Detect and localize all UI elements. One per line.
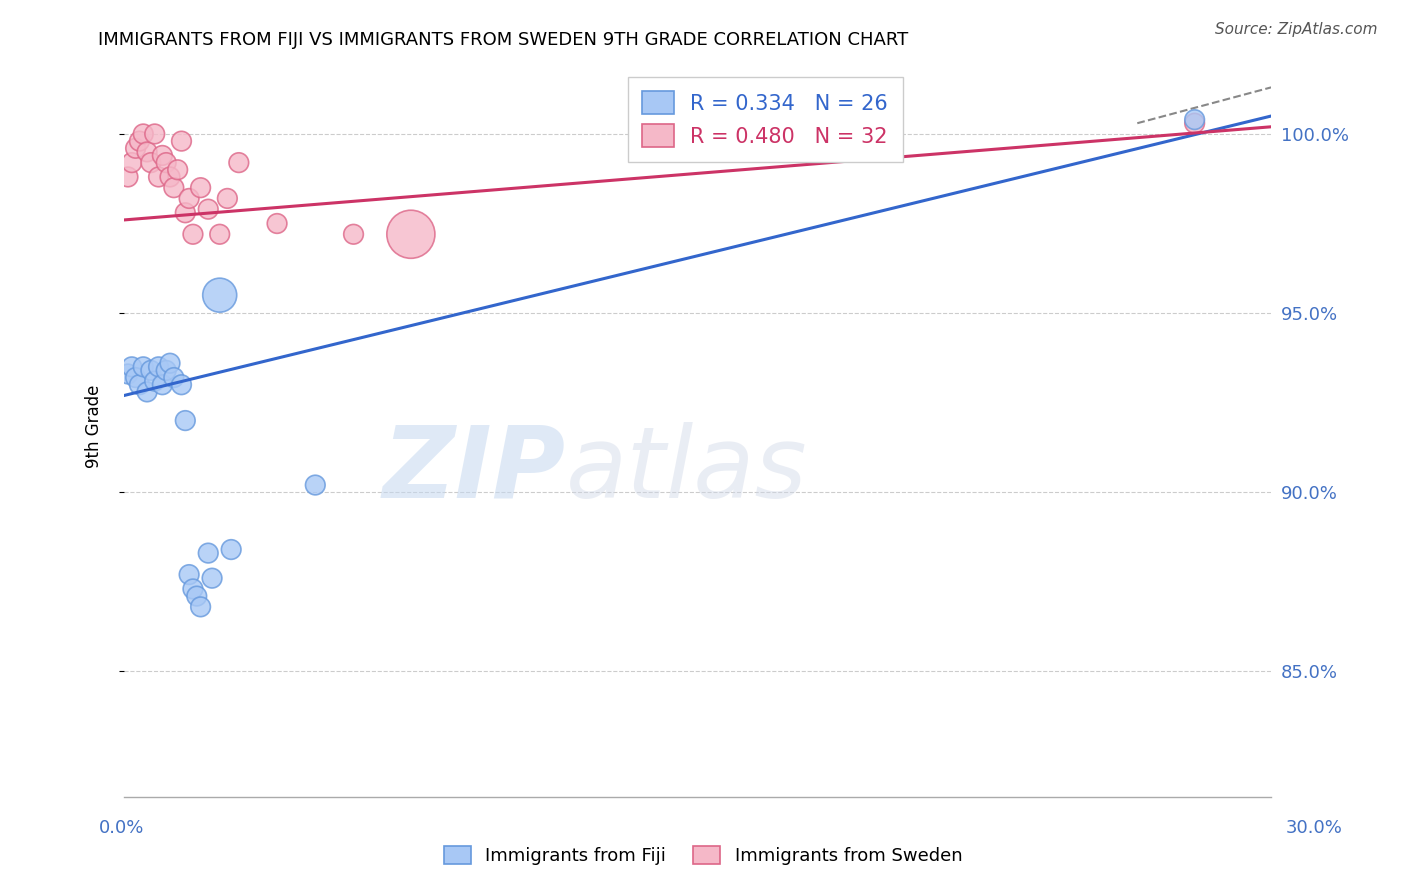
Text: Source: ZipAtlas.com: Source: ZipAtlas.com [1215,22,1378,37]
Point [190,599,212,614]
Point [139,363,162,377]
Point [399,227,422,242]
Point [304,478,326,492]
Text: ZIP: ZIP [382,422,565,519]
Text: 30.0%: 30.0% [1286,819,1343,837]
Point [148,169,170,184]
Point [124,370,146,384]
Point [128,134,150,148]
Point [170,377,193,392]
Point [155,363,177,377]
Point [181,227,204,242]
Point [143,127,166,141]
Point [181,582,204,596]
Point [121,155,143,169]
Point [1184,112,1206,127]
Point [132,127,155,141]
Point [124,141,146,155]
Point [217,191,239,205]
Point [208,288,231,302]
Point [117,169,139,184]
Point [143,374,166,388]
Point [201,571,224,585]
Y-axis label: 9th Grade: 9th Grade [86,384,103,467]
Point [163,180,186,194]
Point [197,546,219,560]
Point [179,191,201,205]
Point [190,180,212,194]
Legend: Immigrants from Fiji, Immigrants from Sweden: Immigrants from Fiji, Immigrants from Sw… [434,837,972,874]
Point [197,202,219,217]
Text: 0.0%: 0.0% [98,819,143,837]
Point [163,370,186,384]
Point [186,589,208,603]
Point [155,155,177,169]
Legend: R = 0.334   N = 26, R = 0.480   N = 32: R = 0.334 N = 26, R = 0.480 N = 32 [627,77,903,161]
Point [159,169,181,184]
Point [128,377,150,392]
Point [219,542,242,557]
Point [132,359,155,374]
Point [208,227,231,242]
Point [174,206,197,220]
Point [117,367,139,381]
Point [342,227,364,242]
Point [159,356,181,370]
Point [179,567,201,582]
Point [121,359,143,374]
Point [228,155,250,169]
Point [136,384,159,399]
Text: IMMIGRANTS FROM FIJI VS IMMIGRANTS FROM SWEDEN 9TH GRADE CORRELATION CHART: IMMIGRANTS FROM FIJI VS IMMIGRANTS FROM … [98,31,908,49]
Text: atlas: atlas [565,422,807,519]
Point [166,162,188,177]
Point [136,145,159,159]
Point [148,359,170,374]
Point [150,148,173,162]
Point [170,134,193,148]
Point [139,155,162,169]
Point [1184,116,1206,130]
Point [266,217,288,231]
Point [174,413,197,427]
Point [150,377,173,392]
